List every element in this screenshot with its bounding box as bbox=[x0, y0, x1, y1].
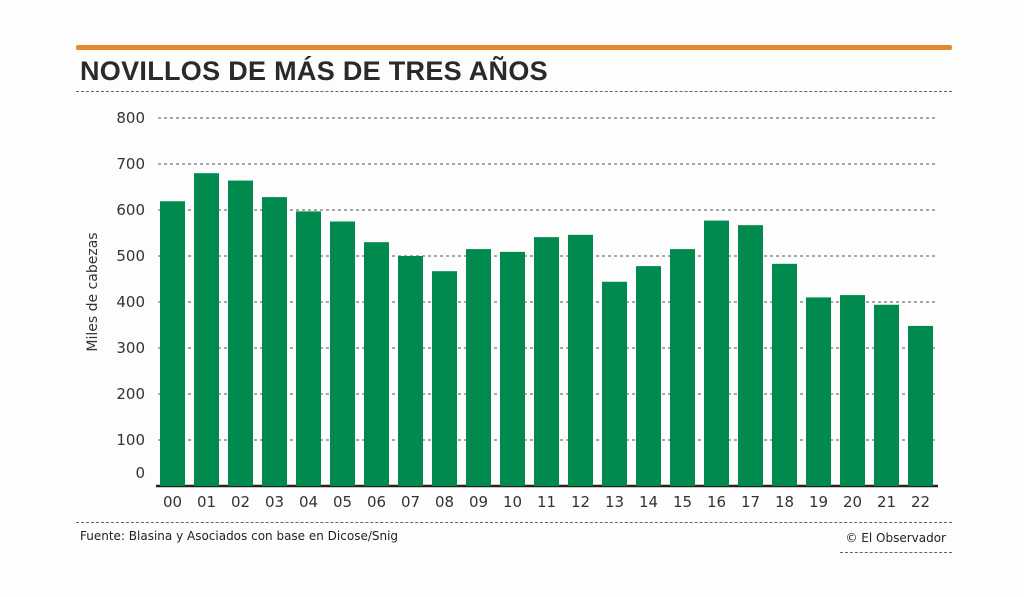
y-tick-label: 800 bbox=[116, 109, 145, 127]
y-tick-label: 0 bbox=[135, 464, 145, 482]
x-tick-label: 01 bbox=[197, 493, 216, 511]
source-note: Fuente: Blasina y Asociados con base en … bbox=[80, 529, 399, 543]
bar-13 bbox=[602, 281, 627, 486]
bar-07 bbox=[398, 256, 423, 486]
x-tick-label: 10 bbox=[503, 493, 522, 511]
x-tick-label: 09 bbox=[469, 493, 488, 511]
bar-15 bbox=[670, 249, 695, 486]
chart-title: NOVILLOS DE MÁS DE TRES AÑOS bbox=[80, 56, 548, 86]
bar-19 bbox=[806, 297, 831, 486]
x-tick-label: 20 bbox=[843, 493, 862, 511]
x-tick-label: 06 bbox=[367, 493, 386, 511]
x-tick-label: 12 bbox=[571, 493, 590, 511]
x-tick-label: 02 bbox=[231, 493, 250, 511]
y-tick-label: 200 bbox=[116, 385, 145, 403]
x-tick-label: 16 bbox=[707, 493, 726, 511]
x-tick-label: 05 bbox=[333, 493, 352, 511]
bar-18 bbox=[772, 263, 797, 486]
credit: © El Observador bbox=[845, 531, 946, 545]
bar-01 bbox=[194, 173, 219, 486]
y-axis-label: Miles de cabezas bbox=[85, 232, 101, 351]
bar-17 bbox=[738, 225, 763, 486]
divider bbox=[840, 552, 952, 553]
x-tick-label: 13 bbox=[605, 493, 624, 511]
bar-12 bbox=[568, 234, 593, 486]
x-tick-label: 18 bbox=[775, 493, 794, 511]
bar-22 bbox=[908, 325, 933, 486]
bar-21 bbox=[874, 304, 899, 486]
y-tick-label: 600 bbox=[116, 201, 145, 219]
bar-04 bbox=[296, 211, 321, 486]
bar-08 bbox=[432, 271, 457, 486]
y-tick-label: 500 bbox=[116, 247, 145, 265]
x-tick-label: 14 bbox=[639, 493, 658, 511]
bar-00 bbox=[160, 201, 185, 486]
bar-05 bbox=[330, 221, 355, 486]
bar-09 bbox=[466, 249, 491, 486]
y-tick-label: 400 bbox=[116, 293, 145, 311]
x-tick-label: 17 bbox=[741, 493, 760, 511]
x-tick-label: 15 bbox=[673, 493, 692, 511]
x-tick-label: 04 bbox=[299, 493, 318, 511]
x-tick-label: 22 bbox=[911, 493, 930, 511]
x-tick-label: 19 bbox=[809, 493, 828, 511]
y-tick-label: 300 bbox=[116, 339, 145, 357]
y-tick-label: 700 bbox=[116, 155, 145, 173]
bar-03 bbox=[262, 197, 287, 486]
bar-14 bbox=[636, 266, 661, 486]
accent-bar bbox=[76, 45, 952, 50]
bar-06 bbox=[364, 242, 389, 486]
divider bbox=[76, 91, 952, 92]
y-tick-label: 100 bbox=[116, 431, 145, 449]
bar-10 bbox=[500, 251, 525, 486]
x-tick-label: 03 bbox=[265, 493, 284, 511]
bar-11 bbox=[534, 237, 559, 486]
bar-20 bbox=[840, 295, 865, 486]
x-tick-label: 11 bbox=[537, 493, 556, 511]
x-tick-label: 07 bbox=[401, 493, 420, 511]
x-tick-label: 08 bbox=[435, 493, 454, 511]
bar-16 bbox=[704, 220, 729, 486]
x-tick-label: 00 bbox=[163, 493, 182, 511]
x-tick-label: 21 bbox=[877, 493, 896, 511]
bar-02 bbox=[228, 180, 253, 486]
divider bbox=[76, 522, 952, 523]
